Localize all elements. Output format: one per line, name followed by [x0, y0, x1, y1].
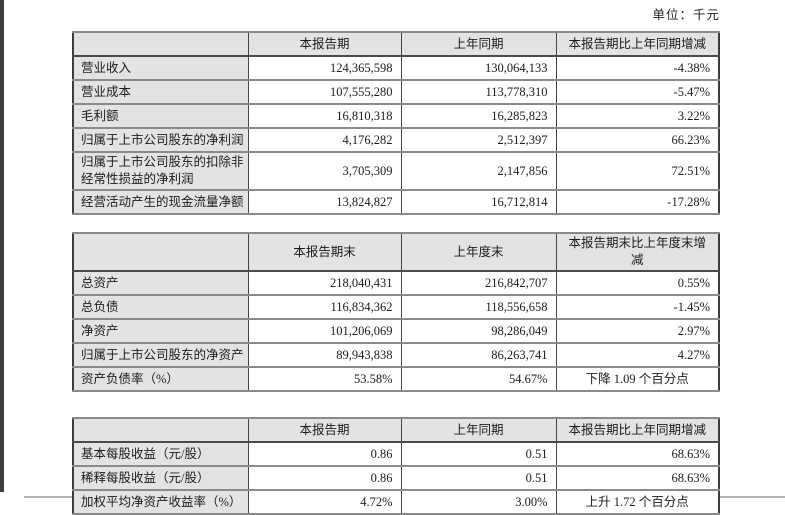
row-label: 基本每股收益（元/股） [72, 441, 249, 467]
cell-change: -5.47% [555, 79, 720, 105]
cell-prior: 54.67% [400, 366, 557, 392]
header-current-period: 本报告期 [247, 31, 402, 57]
table-row: 基本每股收益（元/股） 0.86 0.51 68.63% [72, 441, 720, 467]
cell-current: 116,834,362 [247, 294, 402, 320]
cell-current: 0.86 [247, 465, 402, 491]
cell-change: 2.97% [555, 318, 720, 344]
row-label: 总资产 [72, 270, 249, 296]
row-label: 加权平均净资产收益率（%） [72, 489, 249, 515]
cell-change: 72.51% [555, 151, 720, 191]
cell-change: -1.45% [555, 294, 720, 320]
cell-prior: 113,778,310 [400, 79, 557, 105]
table-row: 营业收入 124,365,598 130,064,133 -4.38% [72, 55, 720, 81]
header-blank [72, 31, 249, 57]
header-change: 本报告期末比上年度末增减 [555, 232, 720, 272]
table-row: 归属于上市公司股东的扣除非经常性损益的净利润 3,705,309 2,147,8… [72, 151, 720, 191]
cell-change: 68.63% [555, 441, 720, 467]
cell-prior: 98,286,049 [400, 318, 557, 344]
cell-current: 13,824,827 [247, 189, 402, 215]
cell-prior: 0.51 [400, 465, 557, 491]
cell-prior: 86,263,741 [400, 342, 557, 368]
row-label: 稀释每股收益（元/股） [72, 465, 249, 491]
cell-change: 66.23% [555, 127, 720, 153]
table-header-row: 本报告期末 上年度末 本报告期末比上年度末增减 [72, 232, 720, 272]
cell-current: 101,206,069 [247, 318, 402, 344]
cell-change: 4.27% [555, 342, 720, 368]
table-row: 归属于上市公司股东的净利润 4,176,282 2,512,397 66.23% [72, 127, 720, 153]
cell-change: 0.55% [555, 270, 720, 296]
cell-change: -4.38% [555, 55, 720, 81]
row-label: 净资产 [72, 318, 249, 344]
header-change: 本报告期比上年同期增减 [555, 417, 720, 443]
table-row: 总负债 116,834,362 118,556,658 -1.45% [72, 294, 720, 320]
header-prior-period: 上年同期 [400, 417, 557, 443]
cell-current: 89,943,838 [247, 342, 402, 368]
header-prior-period: 上年同期 [400, 31, 557, 57]
cell-current: 3,705,309 [247, 151, 402, 191]
cell-prior: 2,147,856 [400, 151, 557, 191]
header-blank [72, 417, 249, 443]
cell-prior: 130,064,133 [400, 55, 557, 81]
table-header-row: 本报告期 上年同期 本报告期比上年同期增减 [72, 31, 720, 57]
table-row: 营业成本 107,555,280 113,778,310 -5.47% [72, 79, 720, 105]
table-row: 毛利额 16,810,318 16,285,823 3.22% [72, 103, 720, 129]
row-label: 毛利额 [72, 103, 249, 129]
table-row: 资产负债率（%） 53.58% 54.67% 下降 1.09 个百分点 [72, 366, 720, 392]
table-row: 总资产 218,040,431 216,842,707 0.55% [72, 270, 720, 296]
header-change: 本报告期比上年同期增减 [555, 31, 720, 57]
cell-prior: 2,512,397 [400, 127, 557, 153]
report-content: 本报告期 上年同期 本报告期比上年同期增减 营业收入 124,365,598 1… [72, 31, 720, 515]
cell-prior: 118,556,658 [400, 294, 557, 320]
cell-current: 218,040,431 [247, 270, 402, 296]
cell-change: 下降 1.09 个百分点 [555, 366, 720, 392]
cell-current: 4,176,282 [247, 127, 402, 153]
row-label: 归属于上市公司股东的净利润 [72, 127, 249, 153]
row-label: 营业成本 [72, 79, 249, 105]
table-row: 经营活动产生的现金流量净额 13,824,827 16,712,814 -17.… [72, 189, 720, 215]
cell-change: 68.63% [555, 465, 720, 491]
cell-current: 0.86 [247, 441, 402, 467]
operating-results-table: 本报告期 上年同期 本报告期比上年同期增减 营业收入 124,365,598 1… [72, 31, 720, 215]
cell-current: 124,365,598 [247, 55, 402, 81]
row-label: 总负债 [72, 294, 249, 320]
per-share-metrics-table: 本报告期 上年同期 本报告期比上年同期增减 基本每股收益（元/股） 0.86 0… [72, 417, 720, 515]
row-label: 归属于上市公司股东的净资产 [72, 342, 249, 368]
cell-current: 107,555,280 [247, 79, 402, 105]
table-row: 净资产 101,206,069 98,286,049 2.97% [72, 318, 720, 344]
header-current-period: 本报告期 [247, 417, 402, 443]
cell-prior: 16,285,823 [400, 103, 557, 129]
table-row: 稀释每股收益（元/股） 0.86 0.51 68.63% [72, 465, 720, 491]
header-blank [72, 232, 249, 272]
cell-prior: 216,842,707 [400, 270, 557, 296]
page-left-edge [0, 0, 4, 492]
table-row: 归属于上市公司股东的净资产 89,943,838 86,263,741 4.27… [72, 342, 720, 368]
cell-current: 4.72% [247, 489, 402, 515]
cell-change: 上升 1.72 个百分点 [555, 489, 720, 515]
table-header-row: 本报告期 上年同期 本报告期比上年同期增减 [72, 417, 720, 443]
cell-change: -17.28% [555, 189, 720, 215]
balance-sheet-table: 本报告期末 上年度末 本报告期末比上年度末增减 总资产 218,040,431 … [72, 232, 720, 392]
cell-prior: 0.51 [400, 441, 557, 467]
header-prior-year-end: 上年度末 [400, 232, 557, 272]
row-label: 营业收入 [72, 55, 249, 81]
unit-label: 单位：千元 [652, 8, 720, 22]
cell-prior: 16,712,814 [400, 189, 557, 215]
row-label: 归属于上市公司股东的扣除非经常性损益的净利润 [72, 151, 249, 191]
cell-current: 16,810,318 [247, 103, 402, 129]
cell-current: 53.58% [247, 366, 402, 392]
row-label: 经营活动产生的现金流量净额 [72, 189, 249, 215]
row-label: 资产负债率（%） [72, 366, 249, 392]
header-period-end: 本报告期末 [247, 232, 402, 272]
cell-prior: 3.00% [400, 489, 557, 515]
cell-change: 3.22% [555, 103, 720, 129]
table-row: 加权平均净资产收益率（%） 4.72% 3.00% 上升 1.72 个百分点 [72, 489, 720, 515]
